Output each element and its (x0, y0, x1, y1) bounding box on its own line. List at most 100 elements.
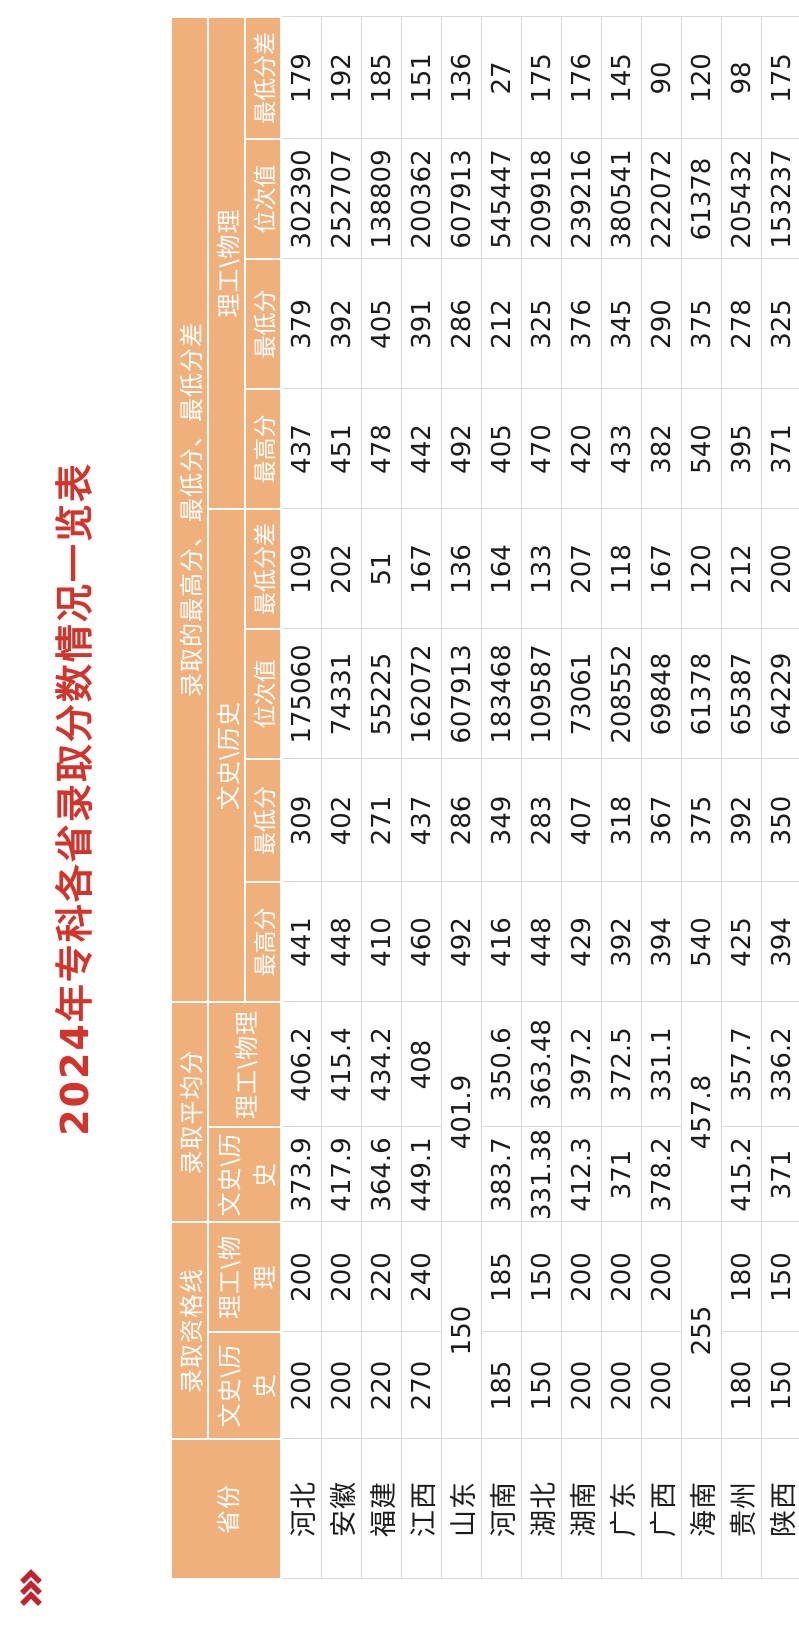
qualification-cell: 150 (761, 1222, 799, 1332)
average-score-cell: 417.9 (321, 1127, 362, 1222)
ligong-score-cell: 278 (721, 259, 762, 389)
header-province: 省份 (171, 1439, 281, 1579)
qualification-cell: 150 (441, 1222, 482, 1439)
wenshi-score-cell: 200 (761, 509, 799, 629)
ligong-score-cell: 175 (761, 17, 799, 139)
ligong-score-cell: 200362 (401, 139, 442, 259)
header-subgroup-wenshi: 文史\历史 (208, 509, 245, 1002)
qualification-cell: 185 (481, 1332, 522, 1439)
qualification-cell: 200 (601, 1222, 642, 1332)
ligong-score-cell: 420 (561, 389, 602, 509)
average-score-cell: 378.2 (641, 1127, 682, 1222)
wenshi-score-cell: 120 (681, 509, 722, 629)
wenshi-score-cell: 51 (361, 509, 402, 629)
ligong-score-cell: 151 (401, 17, 442, 139)
wenshi-score-cell: 109 (281, 509, 322, 629)
ligong-score-cell: 175 (521, 17, 562, 139)
average-score-cell: 357.7 (721, 1002, 762, 1127)
ligong-score-cell: 392 (321, 259, 362, 389)
province-cell: 湖北 (521, 1439, 562, 1579)
wenshi-score-cell: 309 (281, 759, 322, 882)
wenshi-score-cell: 402 (321, 759, 362, 882)
ligong-score-cell: 451 (321, 389, 362, 509)
wenshi-score-cell: 407 (561, 759, 602, 882)
wenshi-score-cell: 118 (601, 509, 642, 629)
table-row: 广西 200 200 378.2 331.1 394 367 69848 167 382 290 22… (641, 17, 682, 1579)
qualification-cell: 240 (401, 1222, 442, 1332)
table-row: 山东 150 401.9 492 286 607913 136 492 286 607913 136 (441, 17, 482, 1579)
province-cell: 陕西 (761, 1439, 799, 1579)
header-average-group: 录取平均分 (171, 1002, 208, 1222)
header-ligong-max: 最高分 (245, 389, 281, 509)
province-cell: 广西 (641, 1439, 682, 1579)
table-row: 陕西 150 150 371 336.2 394 350 64229 200 371 325 1532… (761, 17, 799, 1579)
province-cell: 湖南 (561, 1439, 602, 1579)
wenshi-score-cell: 207 (561, 509, 602, 629)
average-score-cell: 415.2 (721, 1127, 762, 1222)
header-wenshi-min: 最低分 (245, 759, 281, 882)
wenshi-score-cell: 202 (321, 509, 362, 629)
province-cell: 河北 (281, 1439, 322, 1579)
wenshi-score-cell: 375 (681, 759, 722, 882)
wenshi-score-cell: 69848 (641, 629, 682, 759)
ligong-score-cell: 437 (281, 389, 322, 509)
ligong-score-cell: 379 (281, 259, 322, 389)
average-score-cell: 457.8 (681, 1002, 722, 1222)
average-score-cell: 373.9 (281, 1127, 322, 1222)
qualification-cell: 255 (681, 1222, 722, 1439)
ligong-score-cell: 375 (681, 259, 722, 389)
wenshi-score-cell: 441 (281, 882, 322, 1002)
ligong-score-cell: 290 (641, 259, 682, 389)
ligong-score-cell: 239216 (561, 139, 602, 259)
average-score-cell: 406.2 (281, 1002, 322, 1127)
wenshi-score-cell: 64229 (761, 629, 799, 759)
wenshi-score-cell: 394 (641, 882, 682, 1002)
ligong-score-cell: 325 (521, 259, 562, 389)
qualification-cell: 220 (361, 1222, 402, 1332)
qualification-cell: 180 (721, 1332, 762, 1439)
table-row: 广东 200 200 371 372.5 392 318 208552 118 433 345 380… (601, 17, 642, 1579)
province-cell: 安徽 (321, 1439, 362, 1579)
wenshi-score-cell: 55225 (361, 629, 402, 759)
qualification-cell: 200 (641, 1222, 682, 1332)
page-title: 2024年专科各省录取分数情况一览表 (53, 462, 97, 1136)
average-score-cell: 383.7 (481, 1127, 522, 1222)
header-wenshi-max: 最高分 (245, 882, 281, 1002)
qualification-cell: 200 (281, 1222, 322, 1332)
ligong-score-cell: 545447 (481, 139, 522, 259)
average-score-cell: 401.9 (441, 1002, 482, 1222)
ligong-score-cell: 391 (401, 259, 442, 389)
header-qual-ligong: 理工\物理 (208, 1222, 281, 1332)
wenshi-score-cell: 540 (681, 882, 722, 1002)
ligong-score-cell: 209918 (521, 139, 562, 259)
ligong-score-cell: 61378 (681, 139, 722, 259)
ligong-score-cell: 192 (321, 17, 362, 139)
qualification-cell: 200 (641, 1332, 682, 1439)
ligong-score-cell: 138809 (361, 139, 402, 259)
wenshi-score-cell: 448 (321, 882, 362, 1002)
ligong-score-cell: 27 (481, 17, 522, 139)
wenshi-score-cell: 448 (521, 882, 562, 1002)
qualification-cell: 220 (361, 1332, 402, 1439)
average-score-cell: 397.2 (561, 1002, 602, 1127)
wenshi-score-cell: 133 (521, 509, 562, 629)
wenshi-score-cell: 175060 (281, 629, 322, 759)
ligong-score-cell: 179 (281, 17, 322, 139)
wenshi-score-cell: 283 (521, 759, 562, 882)
wenshi-score-cell: 136 (441, 509, 482, 629)
ligong-score-cell: 607913 (441, 139, 482, 259)
average-score-cell: 412.3 (561, 1127, 602, 1222)
wenshi-score-cell: 61378 (681, 629, 722, 759)
qualification-cell: 180 (721, 1222, 762, 1332)
qualification-cell: 200 (321, 1332, 362, 1439)
ligong-score-cell: 212 (481, 259, 522, 389)
wenshi-score-cell: 318 (601, 759, 642, 882)
ligong-score-cell: 376 (561, 259, 602, 389)
wenshi-score-cell: 167 (641, 509, 682, 629)
wenshi-score-cell: 429 (561, 882, 602, 1002)
ligong-score-cell: 433 (601, 389, 642, 509)
wenshi-score-cell: 394 (761, 882, 799, 1002)
average-score-cell: 350.6 (481, 1002, 522, 1127)
header-wenshi-mindiff: 最低分差 (245, 509, 281, 629)
